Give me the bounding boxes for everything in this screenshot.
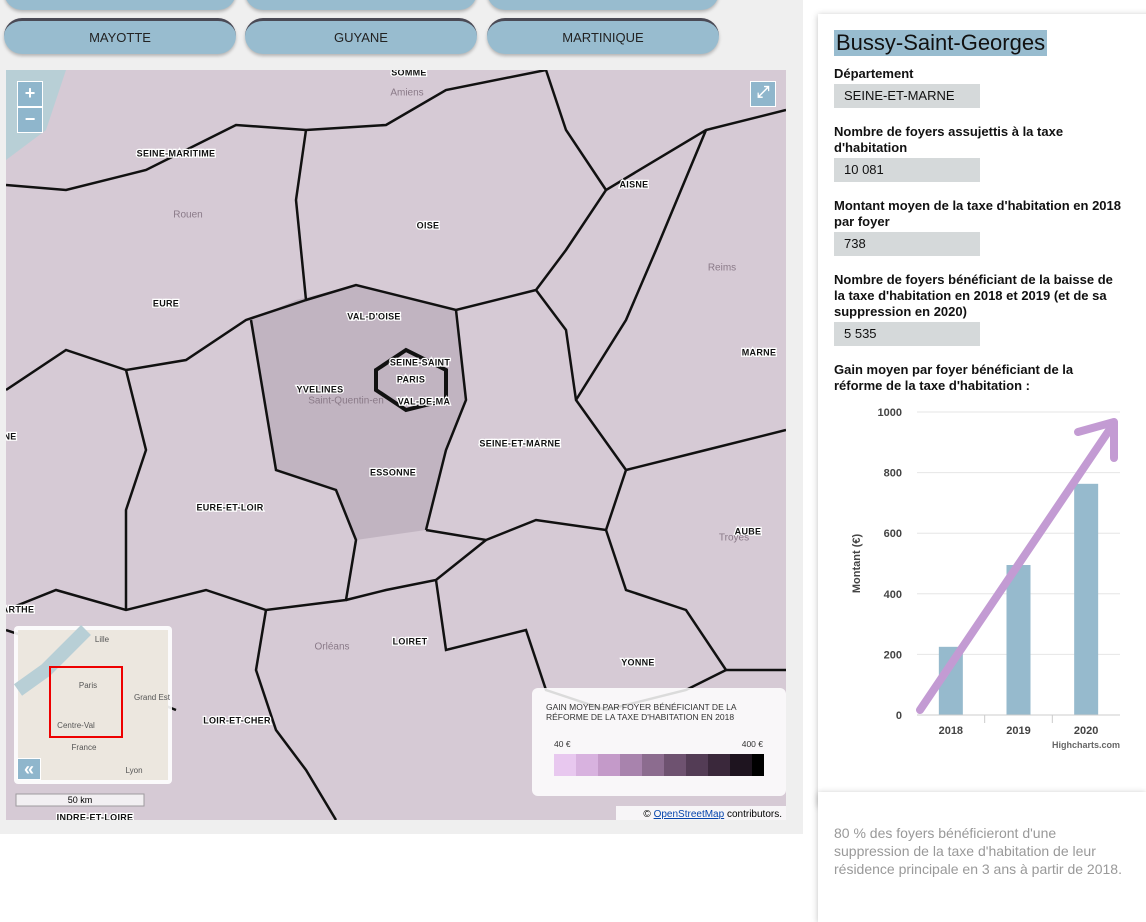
chart: 0 200 400 600 800 1000 Montant (€) 2018 2019 2020…	[851, 407, 1120, 750]
department-label: NE	[6, 431, 17, 441]
legend-max: 400 €	[742, 739, 764, 749]
button[interactable]: GUYANE	[245, 18, 477, 54]
field-value: 5 535	[834, 322, 980, 346]
town-label: Rouen	[173, 210, 202, 221]
attribution-link[interactable]: OpenStreetMap	[654, 809, 725, 820]
trend-arrow	[916, 422, 1116, 714]
bar	[1074, 483, 1099, 715]
chart-credits: Highcharts.com	[1052, 740, 1120, 750]
minimap-label: France	[72, 743, 97, 752]
commune-name: Bussy-Saint-Georges	[834, 30, 1048, 56]
field-label: Département	[834, 66, 914, 81]
map[interactable]: SOMME SEINE-MARITIME AISNE OISE EURE VAL-D'OI…	[6, 70, 786, 820]
department-label: OISE	[417, 220, 440, 230]
fullscreen[interactable]: ⤢	[750, 81, 776, 107]
zoom-in[interactable]: +	[17, 81, 43, 107]
town-label: Amiens	[390, 88, 423, 99]
department-label: AUBE	[735, 526, 762, 536]
town-label: Saint-Quentin-en	[308, 396, 384, 407]
button[interactable]	[487, 0, 719, 10]
button[interactable]: MARTINIQUE	[487, 18, 719, 54]
minimap-toggle[interactable]: «	[17, 758, 41, 780]
field-value: 738	[834, 232, 980, 256]
department-label: LOIRET	[393, 636, 428, 646]
y-tick-label: 200	[884, 649, 902, 661]
trend-arrowhead	[1074, 418, 1118, 462]
department-label: ARTHE	[6, 604, 34, 614]
department-label: VAL-D'OISE	[347, 311, 400, 321]
department-label: AISNE	[619, 179, 648, 189]
town-label: Troyes	[719, 533, 749, 544]
field-label: Montant moyen de la taxe d'habitation en…	[834, 198, 1121, 229]
button[interactable]	[245, 0, 477, 10]
attribution-suffix: contributors.	[727, 809, 782, 820]
department-label: MARNE	[742, 347, 777, 357]
chart-label: Gain moyen par foyer bénéficiant de la r…	[834, 362, 1074, 393]
y-tick-label: 800	[884, 468, 902, 480]
legend-min: 40 €	[554, 739, 571, 749]
department-label: PARIS	[397, 374, 425, 384]
x-tick-label: 2018	[939, 725, 963, 737]
y-tick-label: 400	[884, 589, 902, 601]
department-label: VAL-DE-MA	[398, 396, 451, 406]
field-label: Nombre de foyers bénéficiant de la baiss…	[834, 272, 1113, 319]
y-axis-title: Montant (€)	[851, 534, 863, 594]
minimap-label: Grand Est	[134, 693, 171, 702]
department-label: YONNE	[621, 657, 655, 667]
attribution: © OpenStreetMap contributors.	[643, 809, 782, 820]
button[interactable]	[4, 0, 236, 10]
note: 80 % des foyers bénéficieront d'une supp…	[834, 825, 1122, 877]
department-label: LOIR-ET-CHER	[203, 715, 271, 725]
minimap-label: Centre-Val	[57, 721, 95, 730]
legend-title: GAIN MOYEN PAR FOYER BÉNÉFICIANT DE LA R…	[546, 702, 737, 722]
y-tick-label: 600	[884, 528, 902, 540]
department-label: EURE-ET-LOIR	[196, 502, 263, 512]
scale-label: 50 km	[68, 795, 93, 805]
x-tick-label: 2019	[1006, 725, 1030, 737]
department-label: SEINE-SAINT	[390, 357, 451, 367]
y-tick-label: 1000	[878, 407, 902, 419]
y-tick-label: 0	[896, 710, 902, 722]
attribution-prefix: ©	[643, 809, 651, 820]
department-label: SEINE-MARITIME	[137, 148, 216, 158]
department-label: EURE	[153, 298, 179, 308]
zoom-out[interactable]: −	[17, 107, 43, 133]
bar	[1006, 565, 1031, 715]
minimap-label: Lille	[95, 635, 110, 644]
department-label: ESSONNE	[370, 467, 416, 477]
department-label: INDRE-ET-LOIRE	[57, 812, 134, 820]
department-label: SOMME	[391, 70, 427, 77]
department-label: SEINE-ET-MARNE	[479, 438, 560, 448]
button[interactable]: MAYOTTE	[4, 18, 236, 54]
field-value: SEINE-ET-MARNE	[834, 84, 980, 108]
minimap-label: Lyon	[125, 766, 142, 775]
town-label: Reims	[708, 263, 736, 274]
field-label: Nombre de foyers assujettis à la taxe d'…	[834, 124, 1064, 155]
field-value: 10 081	[834, 158, 980, 182]
x-tick-label: 2020	[1074, 725, 1098, 737]
note-card: 80 % des foyers bénéficieront d'une supp…	[818, 792, 1146, 922]
department-label: YVELINES	[297, 384, 344, 394]
town-label: Orléans	[314, 642, 349, 653]
minimap-label: Paris	[79, 681, 97, 690]
